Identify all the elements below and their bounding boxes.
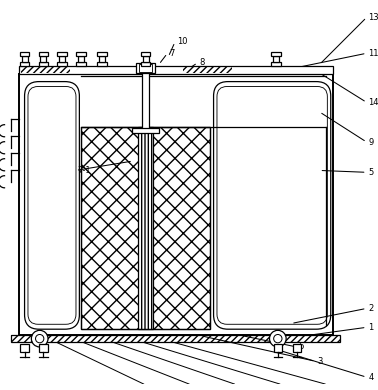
Bar xyxy=(22,55,28,62)
Bar xyxy=(21,66,70,73)
FancyBboxPatch shape xyxy=(25,82,79,329)
Circle shape xyxy=(270,330,286,347)
Text: 3: 3 xyxy=(318,357,323,366)
Bar xyxy=(78,55,84,62)
Circle shape xyxy=(31,330,48,347)
Text: 9: 9 xyxy=(369,138,374,147)
Bar xyxy=(138,127,153,329)
Bar xyxy=(59,55,65,62)
Bar xyxy=(81,127,210,329)
Circle shape xyxy=(36,335,44,343)
Bar xyxy=(19,66,333,74)
Bar xyxy=(132,128,159,133)
Bar xyxy=(138,127,153,329)
Bar xyxy=(20,344,29,352)
Bar xyxy=(40,55,46,62)
Bar xyxy=(139,64,152,72)
Bar xyxy=(271,53,281,55)
Bar xyxy=(293,344,301,352)
Bar xyxy=(81,127,138,329)
Text: 2: 2 xyxy=(369,304,374,313)
Text: 5: 5 xyxy=(369,168,374,177)
Bar xyxy=(273,55,279,62)
FancyBboxPatch shape xyxy=(214,82,331,329)
Bar xyxy=(97,53,107,55)
Bar xyxy=(141,62,150,66)
Bar xyxy=(97,62,107,66)
Text: 10: 10 xyxy=(177,37,187,46)
Bar xyxy=(57,62,67,66)
Text: 8: 8 xyxy=(200,58,205,67)
Bar xyxy=(136,63,155,73)
Text: 7: 7 xyxy=(169,49,175,58)
Bar xyxy=(11,335,340,342)
Text: 6: 6 xyxy=(299,342,304,351)
Bar xyxy=(76,62,86,66)
Bar xyxy=(143,55,149,62)
Bar xyxy=(183,66,232,73)
Bar xyxy=(271,62,281,66)
Text: 11: 11 xyxy=(369,49,378,58)
Bar xyxy=(39,53,48,55)
Text: 13: 13 xyxy=(369,13,378,22)
Bar xyxy=(81,127,210,329)
FancyBboxPatch shape xyxy=(28,87,76,324)
Bar xyxy=(99,55,105,62)
Bar xyxy=(39,62,48,66)
Bar xyxy=(39,344,48,352)
Bar xyxy=(153,127,210,329)
Bar xyxy=(20,62,29,66)
Bar xyxy=(76,53,86,55)
Circle shape xyxy=(274,335,282,343)
Text: 4: 4 xyxy=(369,373,374,382)
Text: 1: 1 xyxy=(369,323,374,332)
Text: 14: 14 xyxy=(369,98,378,107)
Bar xyxy=(57,53,67,55)
Bar xyxy=(20,53,29,55)
Bar xyxy=(141,53,150,55)
FancyBboxPatch shape xyxy=(217,87,327,324)
Bar xyxy=(142,66,149,131)
Bar xyxy=(19,74,333,335)
Text: 7-1: 7-1 xyxy=(77,166,91,175)
Bar xyxy=(11,335,340,342)
Bar xyxy=(274,344,282,352)
